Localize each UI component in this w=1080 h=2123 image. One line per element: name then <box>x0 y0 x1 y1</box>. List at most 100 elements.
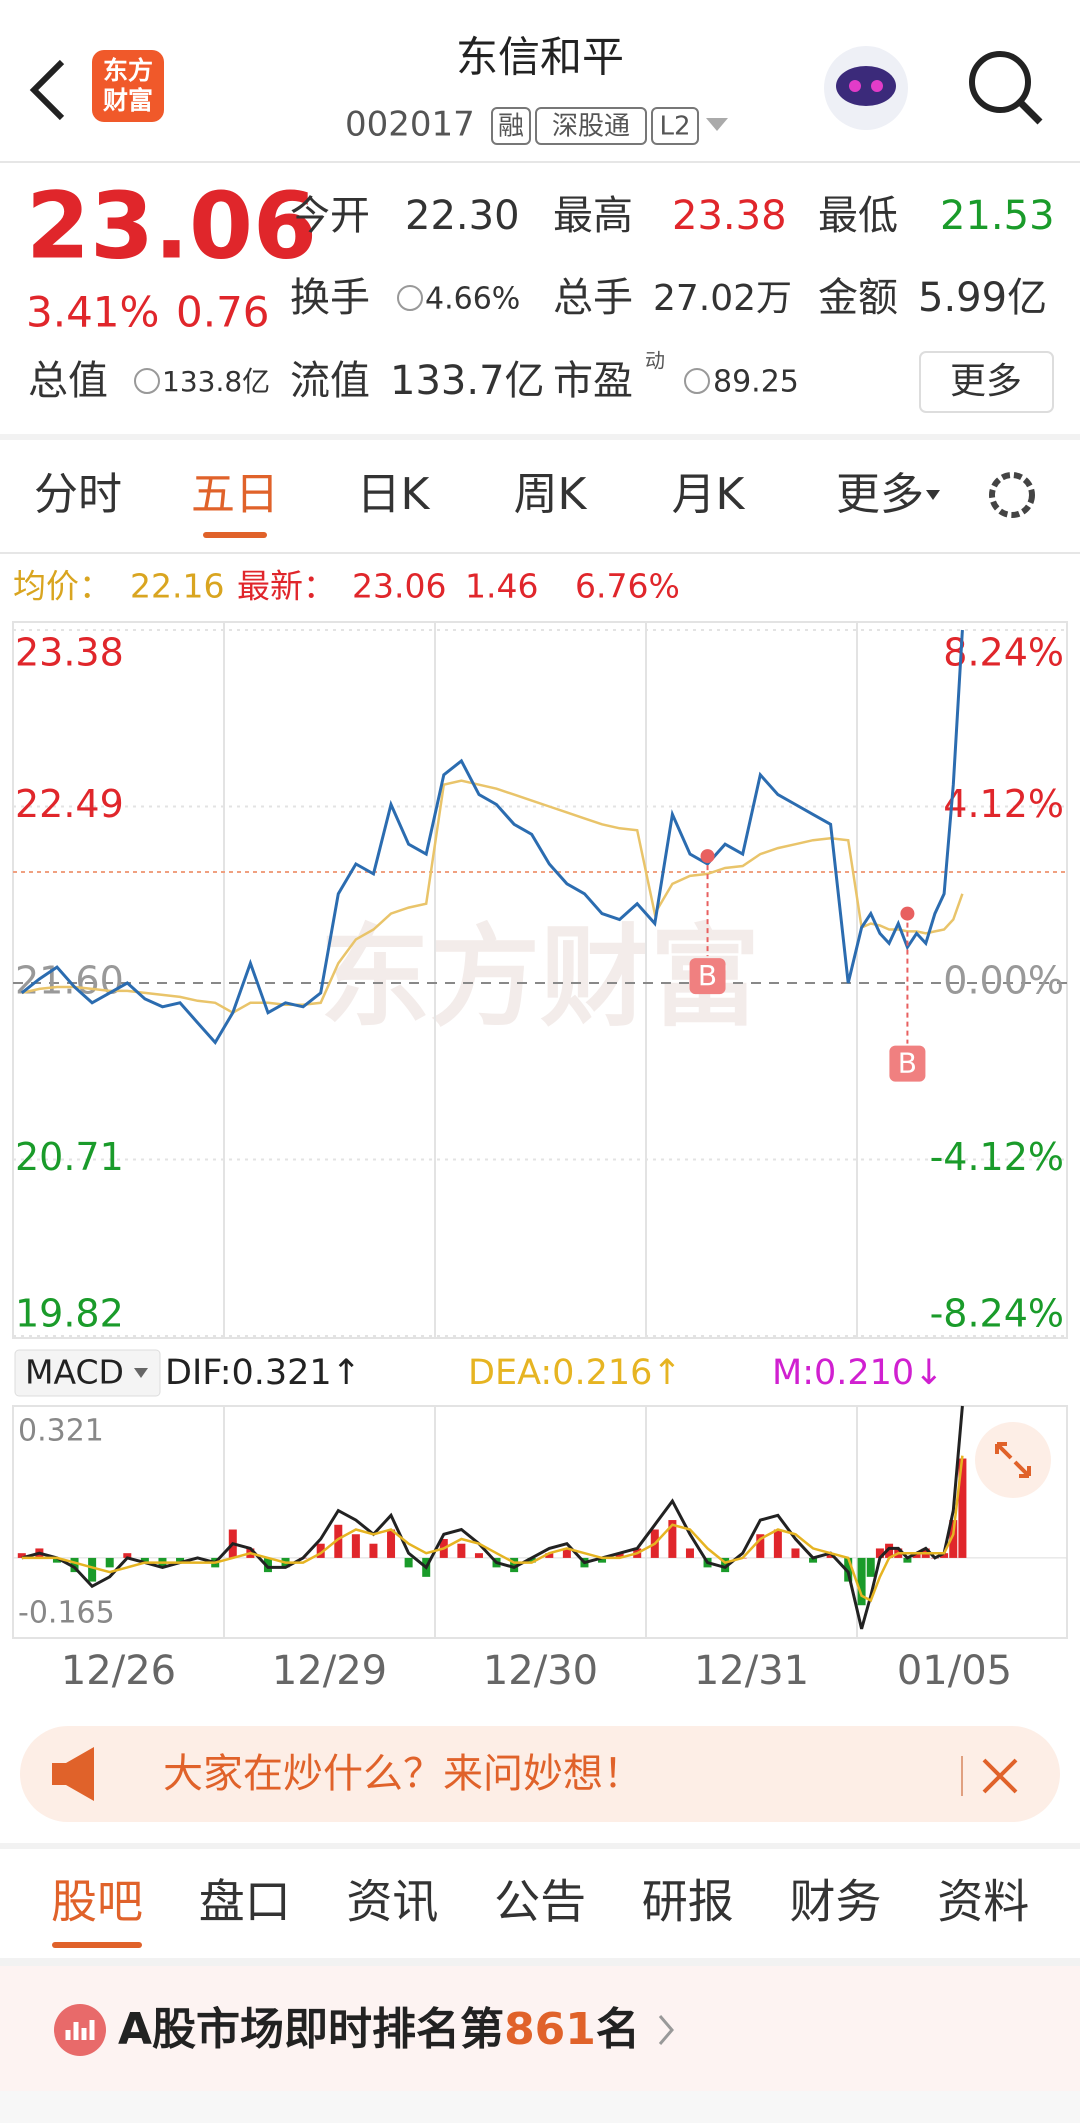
macd-bar <box>334 1524 343 1558</box>
section-tab[interactable]: 股吧 <box>51 1875 143 1929</box>
price-chart-frame <box>12 621 1068 1339</box>
change-pct: 3.41% <box>26 288 159 337</box>
series-line <box>21 779 964 1015</box>
avg-label: 均价： <box>13 567 112 606</box>
y-tick-label: 20.71 <box>15 1135 124 1179</box>
macd-bar <box>351 1534 360 1558</box>
y-tick-label: -0.165 <box>18 1596 115 1631</box>
macd-bar <box>685 1548 694 1558</box>
macd-bar <box>857 1557 866 1606</box>
chart-tab[interactable]: 月K <box>672 469 746 520</box>
macd-bar <box>912 1553 921 1558</box>
x-tick-label: 12/30 <box>483 1648 598 1694</box>
dropdown-arrow[interactable] <box>706 118 728 131</box>
y2-tick-label: 4.12% <box>943 782 1064 826</box>
dropdown-arrow[interactable] <box>134 1368 148 1378</box>
section-tab[interactable]: 公告 <box>494 1875 586 1929</box>
close-button[interactable] <box>982 1758 1018 1794</box>
tag: L2 <box>659 112 690 142</box>
macd-bar <box>263 1557 272 1573</box>
more-label[interactable]: 更多 <box>950 361 1022 402</box>
stat-value: 89.25 <box>713 365 799 400</box>
stat-label: 换手 <box>290 275 370 321</box>
section-tab[interactable]: 财务 <box>790 1875 882 1929</box>
logo-text: 财富 <box>103 86 153 115</box>
signal-badge <box>889 1045 926 1082</box>
macd-bar <box>756 1534 765 1558</box>
divider <box>0 1958 1080 1966</box>
section-tab[interactable]: 盘口 <box>199 1875 291 1929</box>
rank-number: 861 <box>504 2004 596 2055</box>
tab-underline <box>203 532 267 538</box>
chevron <box>658 2015 674 2045</box>
change: 0.76 <box>176 288 270 337</box>
macd-bar <box>809 1557 818 1563</box>
macd-bar <box>545 1553 554 1558</box>
assistant-icon[interactable] <box>824 46 908 130</box>
y-tick-label: 23.38 <box>15 631 124 675</box>
macd-bar <box>866 1557 875 1577</box>
watermark: 东方财富 <box>320 913 760 1041</box>
macd-bar <box>940 1553 949 1558</box>
signal-label: B <box>698 959 717 992</box>
section-tab[interactable]: 资料 <box>937 1875 1029 1929</box>
more-button[interactable] <box>919 351 1054 413</box>
ask-banner[interactable] <box>20 1726 1060 1822</box>
macd-bar <box>562 1548 571 1558</box>
macd-bar <box>958 1458 967 1558</box>
banner-text[interactable]: 大家在炒什么？来问妙想！ <box>163 1751 643 1797</box>
stock-code: 002017 <box>345 105 475 145</box>
dropdown-arrow[interactable] <box>926 490 940 500</box>
tag-box <box>651 107 699 145</box>
stat-label: 金额 <box>818 275 898 321</box>
indicator-label[interactable]: MACD <box>25 1353 124 1392</box>
rank-text[interactable]: A股市场即时排名第861名 <box>118 2004 640 2055</box>
chart-tab[interactable]: 更多 <box>836 469 924 520</box>
chart-tab[interactable]: 五日 <box>191 469 279 520</box>
section-tab[interactable]: 研报 <box>642 1875 734 1929</box>
stat-value: 21.53 <box>940 193 1055 239</box>
signal-badge <box>689 958 726 995</box>
indicator-selector[interactable] <box>14 1349 161 1397</box>
macd-bar <box>17 1553 26 1558</box>
macd-bar <box>457 1543 466 1558</box>
last-price: 23.06 <box>26 172 317 279</box>
rank-prefix: A股市场即时排名第 <box>118 2004 504 2055</box>
tag-box <box>491 107 531 145</box>
section-tab[interactable]: 资讯 <box>346 1875 438 1929</box>
megaphone-icon <box>52 1747 94 1801</box>
chart-tab[interactable]: 日K <box>357 469 431 520</box>
chart-tab[interactable]: 周K <box>514 469 588 520</box>
macd-bar <box>105 1557 114 1568</box>
macd-bar <box>123 1553 132 1558</box>
expand-button[interactable] <box>975 1422 1051 1498</box>
app-logo <box>92 50 164 122</box>
macd-bar <box>176 1557 185 1563</box>
search-icon[interactable] <box>969 51 1043 125</box>
stat-label: 市盈 <box>553 358 633 404</box>
last-label: 最新： <box>237 567 336 606</box>
rank-card[interactable] <box>0 1966 1080 2091</box>
chart-tab[interactable]: 分时 <box>34 469 122 520</box>
macd-bar <box>404 1557 413 1568</box>
macd-bar <box>844 1557 853 1582</box>
macd-bar <box>527 1557 536 1563</box>
info-icon <box>397 285 423 311</box>
macd-bar <box>826 1553 835 1558</box>
x-tick-label: 12/29 <box>272 1648 387 1694</box>
signal-dot <box>700 849 715 864</box>
settings-icon[interactable] <box>989 472 1035 518</box>
stat-label: 流值 <box>290 358 370 404</box>
divider <box>0 434 1080 440</box>
back-button[interactable] <box>29 59 65 121</box>
stat-value: 4.66% <box>425 282 520 317</box>
macd-frame <box>12 1405 1068 1639</box>
pe-note: 动 <box>645 349 665 373</box>
series-line <box>20 629 964 1046</box>
dea-label: DEA:0.216↑ <box>468 1353 682 1393</box>
change-pct-value: 6.76% <box>575 567 680 606</box>
change-value: 1.46 <box>465 567 538 606</box>
stat-label: 总值 <box>28 358 108 404</box>
tab-underline <box>52 1942 142 1948</box>
